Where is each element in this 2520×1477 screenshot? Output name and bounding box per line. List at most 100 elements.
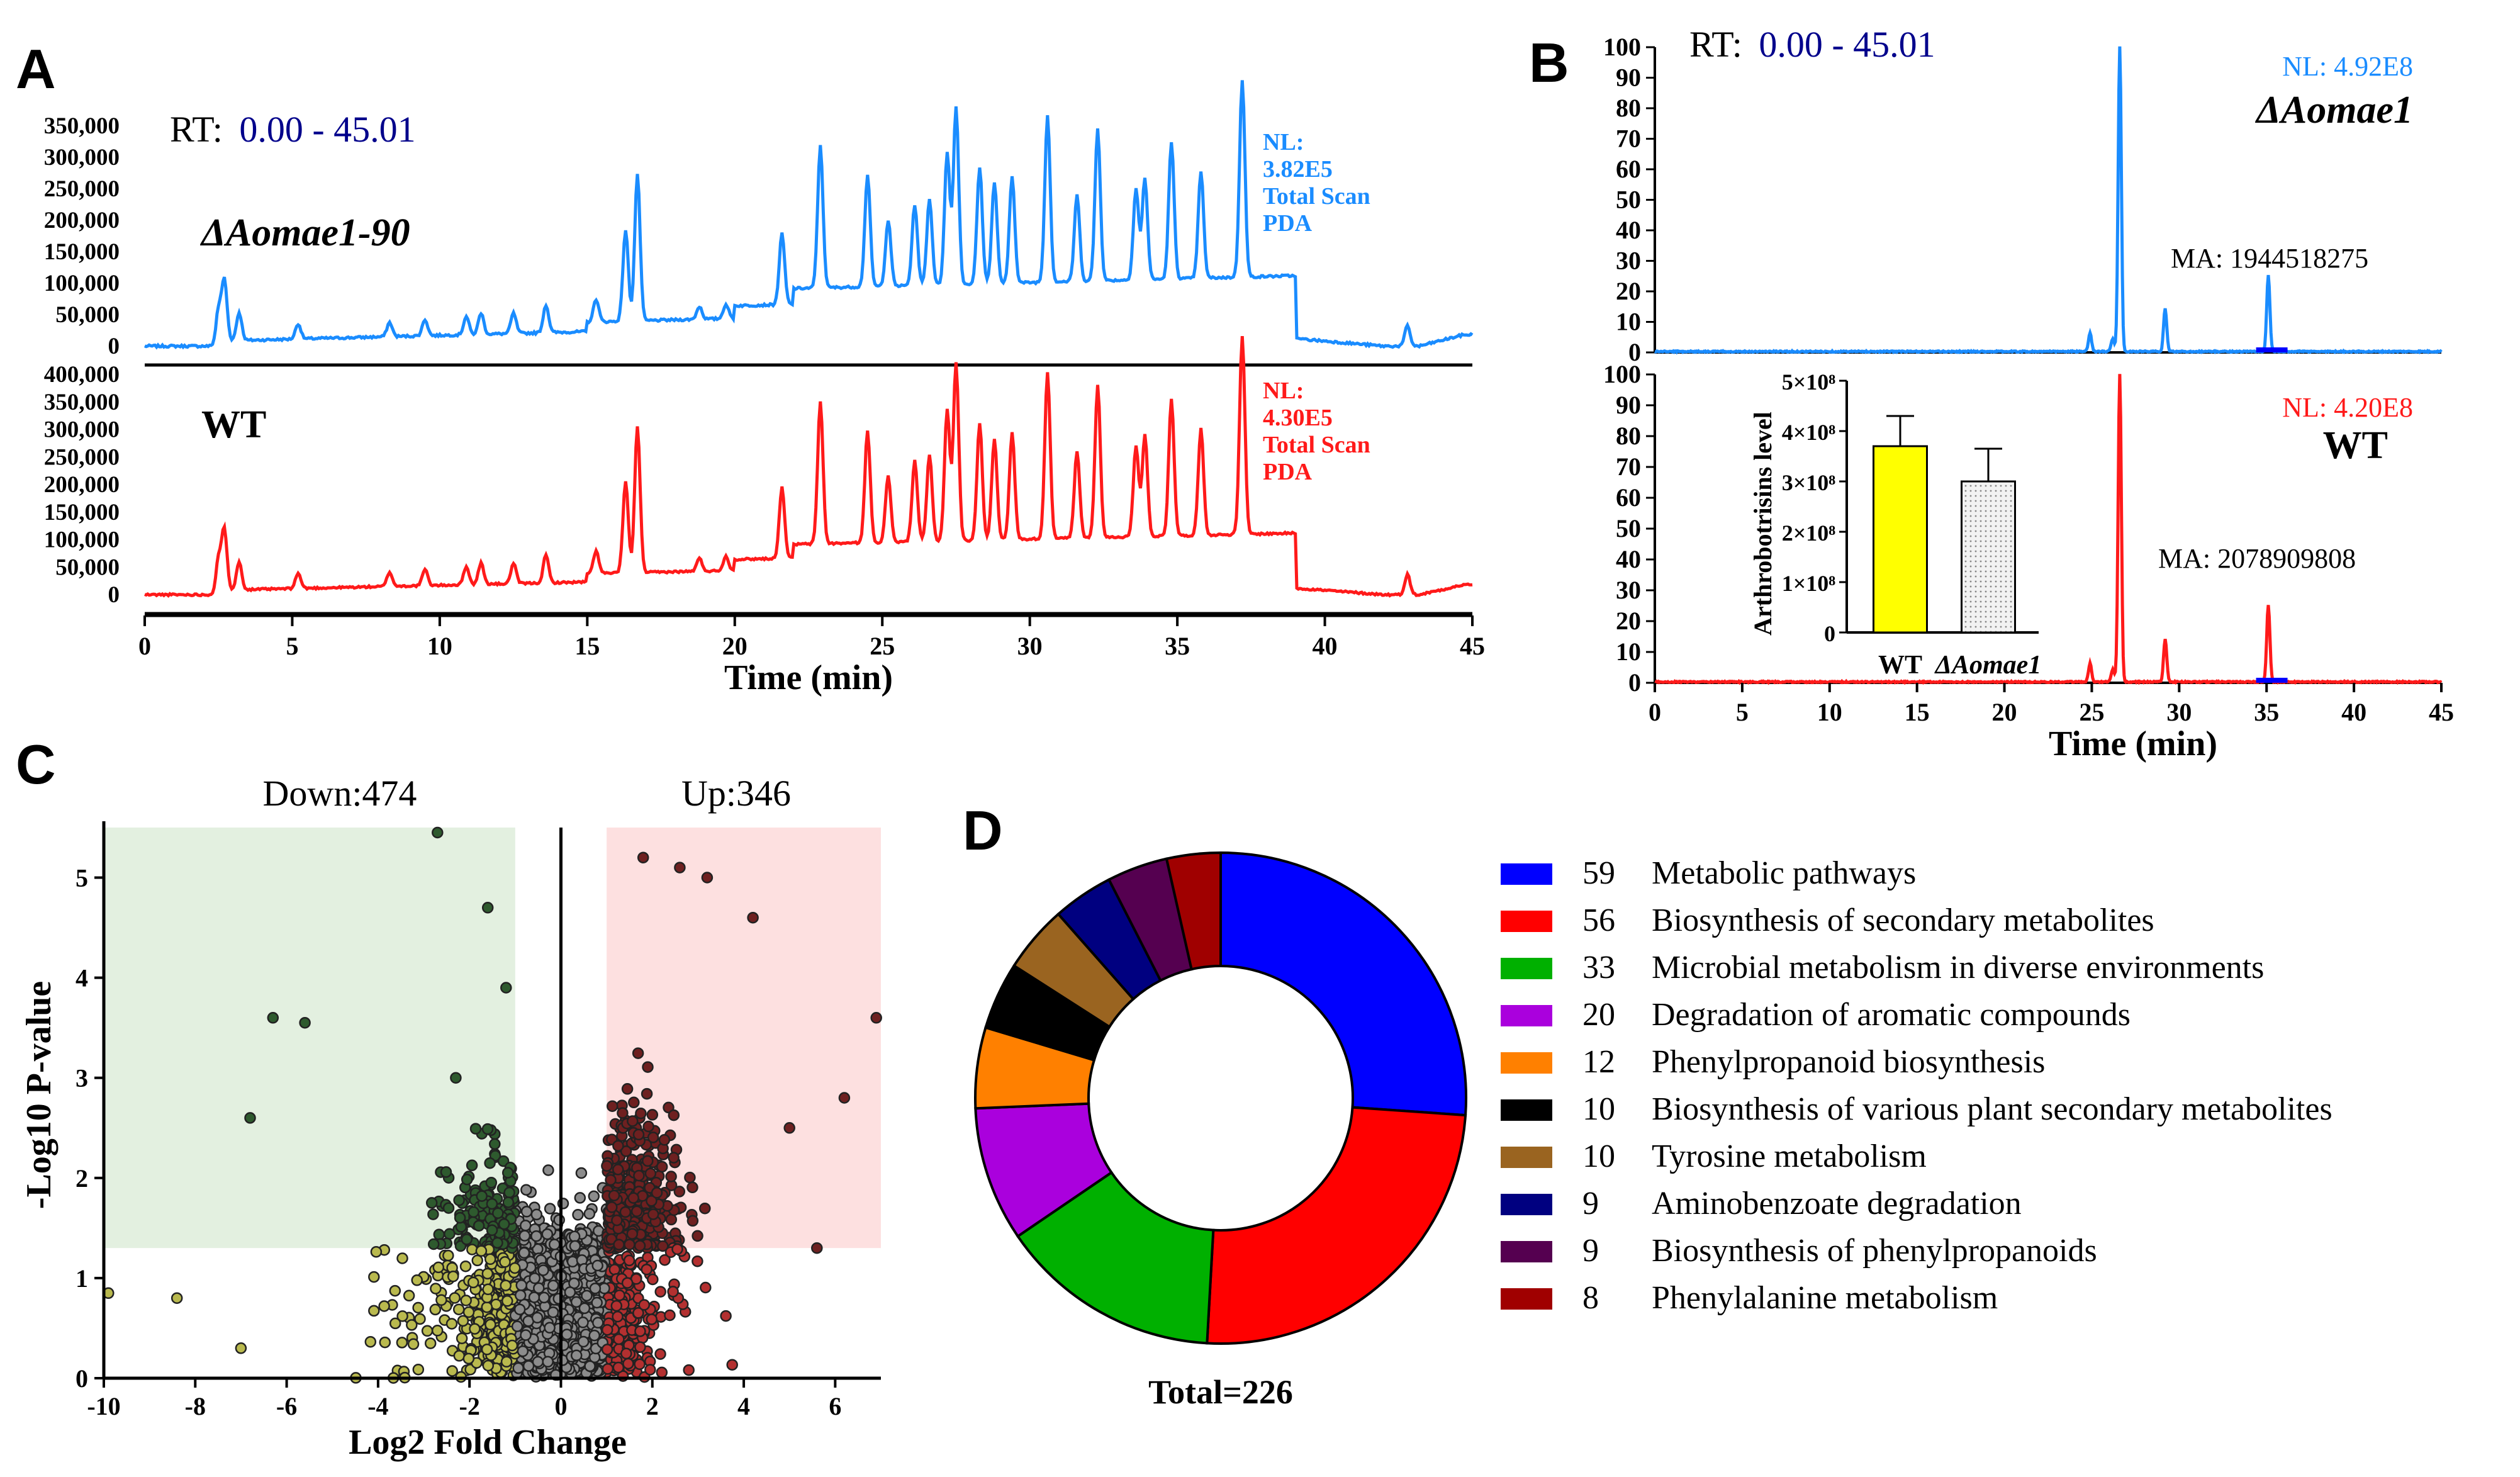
legend-swatch xyxy=(1501,911,1552,932)
b-x-tick-label: 0 xyxy=(1649,698,1661,726)
volcano-point xyxy=(726,1359,738,1371)
volcano-point xyxy=(647,1208,659,1220)
volcano-point xyxy=(720,1310,732,1322)
b-x-tick-label: 15 xyxy=(1905,698,1930,726)
volcano-point xyxy=(667,1286,679,1298)
volcano-point xyxy=(647,1132,659,1143)
volcano-point xyxy=(538,1291,550,1304)
volcano-point xyxy=(461,1173,473,1186)
volcano-point xyxy=(601,1160,613,1172)
a-x-tick-label: 10 xyxy=(427,632,452,660)
b-y-tick-label: 30 xyxy=(1616,576,1641,604)
volcano-point xyxy=(641,1087,653,1100)
volcano-point xyxy=(500,1356,513,1368)
legend-label: Aminobenzoate degradation xyxy=(1652,1186,2022,1221)
volcano-point xyxy=(674,862,686,873)
volcano-point xyxy=(568,1230,581,1243)
volcano-point xyxy=(460,1294,472,1306)
volcano-point xyxy=(632,1307,644,1319)
volcano-point xyxy=(642,1061,654,1073)
b-x-tick-label: 20 xyxy=(1992,698,2017,726)
volcano-point xyxy=(515,1279,527,1291)
volcano-point xyxy=(570,1349,583,1362)
legend-swatch xyxy=(1501,1241,1552,1262)
b-rt-label: RT: xyxy=(1689,24,1742,65)
volcano-point xyxy=(484,1253,496,1266)
volcano-point xyxy=(518,1230,531,1242)
a-y-tick-label: 50,000 xyxy=(55,302,120,328)
inset-category-wt: WT xyxy=(1878,651,1922,680)
b-top-strain: ΔAomae1 xyxy=(2254,89,2413,132)
volcano-point xyxy=(663,1101,675,1114)
volcano-point xyxy=(445,1318,458,1330)
inset-bar xyxy=(1961,480,2016,634)
volcano-point xyxy=(632,1047,644,1059)
legend-swatch xyxy=(1501,1005,1552,1026)
b-y-tick-label: 90 xyxy=(1616,391,1641,419)
legend-swatch xyxy=(1501,958,1552,979)
a-nl-line: 3.82E5 xyxy=(1263,156,1333,183)
volcano-point xyxy=(430,1283,442,1294)
volcano-point xyxy=(407,1338,420,1351)
b-y-tick-label: 80 xyxy=(1616,422,1641,450)
c-x-tick-label: 0 xyxy=(554,1392,567,1420)
volcano-point xyxy=(606,1201,618,1213)
volcano-point xyxy=(412,1363,425,1376)
b-x-axis-label: Time (min) xyxy=(2049,724,2217,763)
c-x-tick-label: -10 xyxy=(87,1392,120,1420)
volcano-point xyxy=(518,1247,530,1259)
volcano-point xyxy=(621,1083,634,1095)
volcano-point xyxy=(498,1218,510,1230)
volcano-point xyxy=(634,1358,646,1370)
b-inset-bar-chart: Arthrobotrisins level WT ΔAomae1 0 1×10⁸ 2… xyxy=(1749,369,2041,680)
b-integration-band xyxy=(2256,347,2288,352)
volcano-point xyxy=(634,1325,646,1337)
legend-count: 20 xyxy=(1582,997,1615,1033)
volcano-point xyxy=(513,1303,526,1315)
volcano-point xyxy=(612,1164,624,1176)
volcano-point xyxy=(364,1335,377,1348)
b-y-tick-label: 40 xyxy=(1616,545,1641,573)
volcano-point xyxy=(520,1206,533,1218)
volcano-point xyxy=(646,1109,659,1121)
volcano-point xyxy=(457,1315,469,1327)
volcano-point xyxy=(514,1289,527,1301)
volcano-point xyxy=(612,1310,624,1323)
panel-d-kegg-donut: Total=226 59 Metabolic pathways 56 Biosynth… xyxy=(974,851,2332,1411)
volcano-point xyxy=(654,1286,666,1298)
volcano-point xyxy=(613,1238,625,1250)
volcano-point xyxy=(623,1254,636,1267)
volcano-point xyxy=(581,1289,593,1302)
volcano-point xyxy=(608,1264,621,1276)
volcano-point xyxy=(642,1120,654,1133)
volcano-point xyxy=(626,1228,639,1240)
volcano-point xyxy=(665,1213,678,1226)
volcano-point xyxy=(449,1292,461,1304)
volcano-point xyxy=(235,1342,247,1354)
volcano-point xyxy=(452,1303,465,1315)
inset-y-tick-label: 1×10⁸ xyxy=(1782,571,1836,596)
b-y-tick-label: 70 xyxy=(1616,452,1641,481)
c-y-tick-label: 4 xyxy=(76,964,88,992)
volcano-point xyxy=(421,1325,434,1337)
volcano-point xyxy=(654,1348,666,1360)
volcano-point xyxy=(442,1202,455,1214)
volcano-point xyxy=(379,1336,391,1349)
volcano-point xyxy=(630,1205,643,1218)
volcano-point xyxy=(624,1238,636,1250)
volcano-point xyxy=(606,1100,619,1112)
legend-label: Microbial metabolism in diverse environm… xyxy=(1652,950,2264,986)
legend-count: 8 xyxy=(1582,1280,1599,1316)
volcano-point xyxy=(537,1264,549,1276)
donut-legend: 59 Metabolic pathways 56 Biosynthesis of se… xyxy=(1501,855,2332,1316)
c-y-tick-label: 5 xyxy=(76,864,88,892)
donut-slice xyxy=(1206,1106,1467,1345)
legend-swatch xyxy=(1501,1052,1552,1074)
volcano-point xyxy=(646,1194,658,1207)
b-y-tick-label: 20 xyxy=(1616,607,1641,635)
b-top-ma: MA: 1944518275 xyxy=(2171,243,2368,274)
volcano-point xyxy=(489,1138,501,1150)
legend-label: Biosynthesis of phenylpropanoids xyxy=(1652,1233,2097,1269)
volcano-point xyxy=(592,1317,604,1329)
